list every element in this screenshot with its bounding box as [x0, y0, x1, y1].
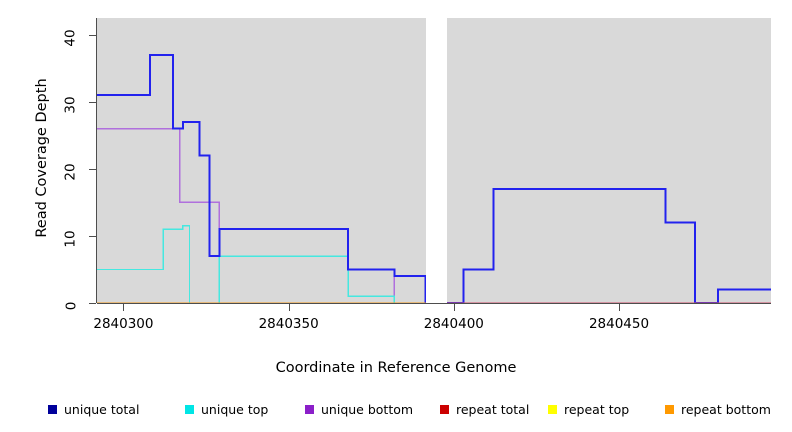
legend-label: unique top	[201, 401, 269, 417]
legend-swatch-icon	[548, 404, 557, 414]
x-tick-label: 2840300	[93, 316, 154, 332]
legend-item-repeat-top: repeat top	[548, 402, 629, 417]
y-tick-mark	[89, 101, 96, 103]
legend-swatch-icon	[665, 404, 674, 414]
y-tick-label: 0	[63, 301, 79, 311]
y-tick-label: 10	[63, 230, 79, 248]
legend-item-unique-bottom: unique bottom	[305, 402, 413, 417]
y-tick-label: 40	[63, 29, 79, 47]
x-tick-mark	[288, 304, 290, 311]
legend-swatch-icon	[48, 404, 57, 414]
legend-label: unique total	[64, 401, 140, 417]
legend-label: repeat total	[456, 401, 530, 417]
legend-label: unique bottom	[321, 401, 414, 417]
y-axis-title: Read Coverage Depth	[34, 78, 50, 238]
series-unique-total	[97, 53, 771, 303]
legend-item-unique-top: unique top	[185, 402, 268, 417]
x-tick-label: 2840400	[423, 316, 484, 332]
x-tick-label: 2840450	[588, 316, 650, 332]
chart-legend: unique total unique top unique bottom repea…	[0, 398, 792, 420]
y-tick-mark	[89, 235, 96, 237]
legend-swatch-icon	[305, 404, 314, 414]
y-tick-mark	[89, 34, 96, 36]
x-axis-title: Coordinate in Reference Genome	[275, 360, 517, 376]
y-axis-line	[96, 18, 97, 303]
legend-item-repeat-total: repeat total	[440, 402, 529, 417]
y-tick-mark	[89, 303, 96, 304]
y-tick-label: 20	[63, 163, 79, 181]
plot-panel	[97, 18, 771, 303]
legend-label: repeat bottom	[681, 401, 771, 417]
x-tick-mark	[619, 304, 621, 311]
legend-item-unique-total: unique total	[48, 402, 139, 417]
x-tick-label: 2840350	[258, 316, 319, 332]
y-tick-mark	[89, 168, 96, 170]
legend-swatch-icon	[440, 404, 449, 414]
x-tick-mark	[123, 304, 125, 311]
x-axis-line	[97, 303, 771, 304]
y-tick-label: 30	[63, 96, 79, 114]
legend-swatch-icon	[185, 404, 194, 414]
x-tick-mark	[453, 304, 455, 311]
legend-label: repeat top	[564, 401, 630, 417]
coverage-gap-region	[425, 18, 448, 303]
legend-item-repeat-bottom: repeat bottom	[665, 402, 771, 417]
coverage-step-lines	[97, 53, 771, 303]
